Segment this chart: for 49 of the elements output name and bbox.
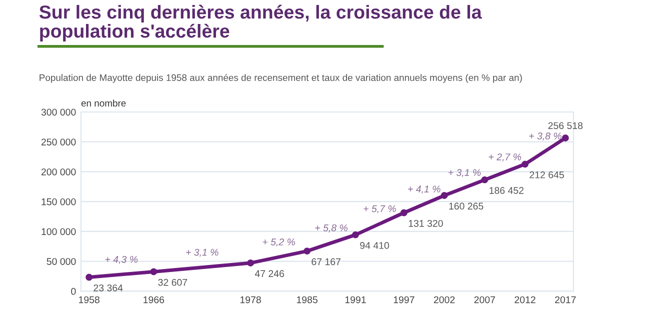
data-label: 47 246 (254, 270, 284, 278)
y-axis-title: en nombre (81, 100, 126, 107)
x-tick-label: 1985 (296, 296, 318, 304)
annotation: + 3,1 % (186, 248, 218, 257)
annotation: + 3,1 % (448, 169, 481, 178)
y-tick-label: 0 (71, 288, 76, 295)
point (150, 268, 158, 276)
data-label: 160 265 (449, 202, 484, 210)
data-label: 32 607 (158, 278, 188, 286)
data-label: 67 167 (312, 258, 340, 266)
point (86, 274, 93, 281)
point (247, 260, 254, 266)
y-tick-label: 250 000 (41, 138, 76, 146)
point (562, 134, 569, 142)
annotation: + 4,1 % (408, 186, 440, 194)
x-tick-label: 1997 (394, 296, 414, 304)
point (400, 209, 408, 216)
y-tick-label: 150 000 (42, 198, 76, 206)
x-tick-label: 1991 (345, 296, 366, 304)
y-tick-label: 50 000 (46, 258, 76, 265)
x-tick-label: 2002 (434, 296, 455, 304)
point (440, 192, 448, 199)
y-tick-label: 100 000 (42, 228, 76, 236)
data-label: 23 364 (94, 284, 123, 292)
annotation: + 5,2 % (262, 238, 295, 247)
y-tick-label: 300 000 (41, 108, 76, 116)
x-tick-label: 2017 (555, 296, 576, 304)
annotation: + 5,7 % (364, 205, 396, 214)
x-tick-label: 2007 (474, 296, 495, 304)
annotation: + 4,3 % (105, 256, 138, 264)
annotation: + 5,8 % (315, 224, 348, 232)
chart-subtitle: Population de Mayotte depuis 1958 aux années de recensement et taux de variation annuels moyens (en % par an) (40, 74, 522, 83)
data-label: 212 645 (530, 171, 564, 178)
x-tick-label: 1966 (144, 296, 164, 304)
point (352, 231, 359, 238)
point (522, 160, 529, 168)
data-label: 94 410 (360, 242, 390, 249)
annotation: + 2,7 % (488, 153, 522, 162)
annotation: + 3,8 % (529, 132, 562, 141)
y-tick-label: 200 000 (41, 168, 76, 176)
data-label: 256 518 (548, 122, 583, 130)
point (304, 248, 311, 255)
x-tick-label: 2012 (514, 296, 536, 304)
data-label: 131 320 (408, 220, 443, 227)
x-tick-label: 1958 (79, 296, 100, 304)
chart-title: Sur les cinq dernières années, la croissance de la population s'accélère (39, 4, 482, 42)
point (481, 176, 488, 184)
data-label: 186 452 (490, 187, 524, 194)
x-tick-label: 1978 (240, 296, 261, 304)
